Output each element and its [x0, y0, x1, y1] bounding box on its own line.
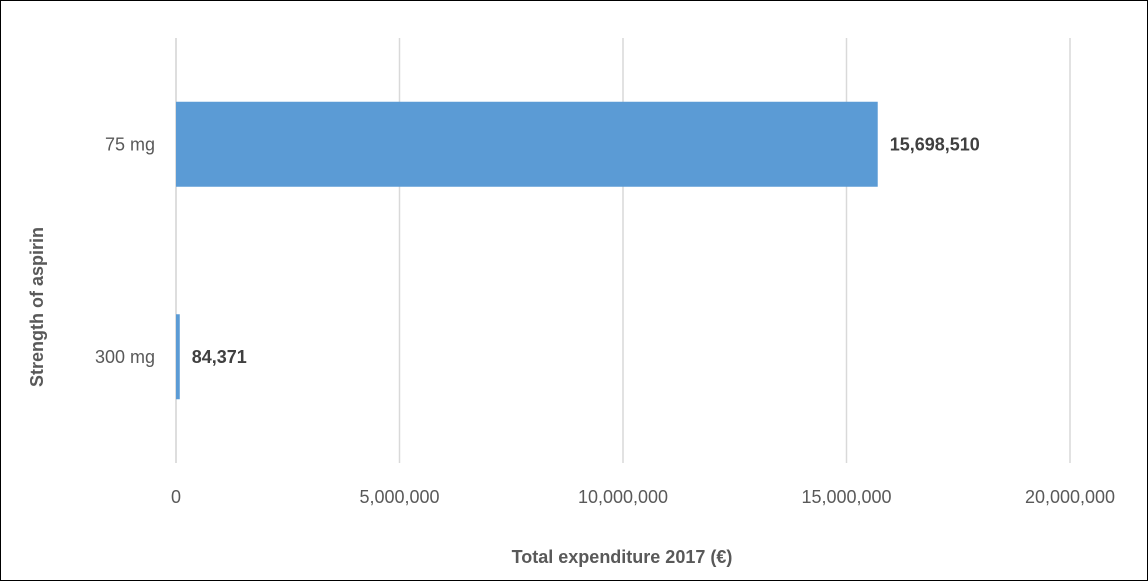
data-labels: 15,698,510 84,371 [192, 134, 980, 367]
x-tick-label: 0 [171, 487, 181, 507]
x-tick-label: 15,000,000 [801, 487, 891, 507]
x-axis-title: Total expenditure 2017 (€) [512, 547, 733, 567]
data-label: 84,371 [192, 347, 247, 367]
y-axis-title: Strength of aspirin [27, 227, 47, 387]
x-tick-label: 20,000,000 [1025, 487, 1115, 507]
y-tick-labels: 75 mg 300 mg [95, 134, 155, 367]
x-tick-labels: 0 5,000,000 10,000,000 15,000,000 20,000,000 [171, 487, 1115, 507]
y-tick-label: 75 mg [105, 134, 155, 154]
x-tick-label: 10,000,000 [578, 487, 668, 507]
bar [176, 314, 180, 400]
data-label: 15,698,510 [890, 134, 980, 154]
y-tick-label: 300 mg [95, 347, 155, 367]
x-tick-label: 5,000,000 [359, 487, 439, 507]
bar [176, 101, 878, 187]
bars [176, 101, 878, 400]
